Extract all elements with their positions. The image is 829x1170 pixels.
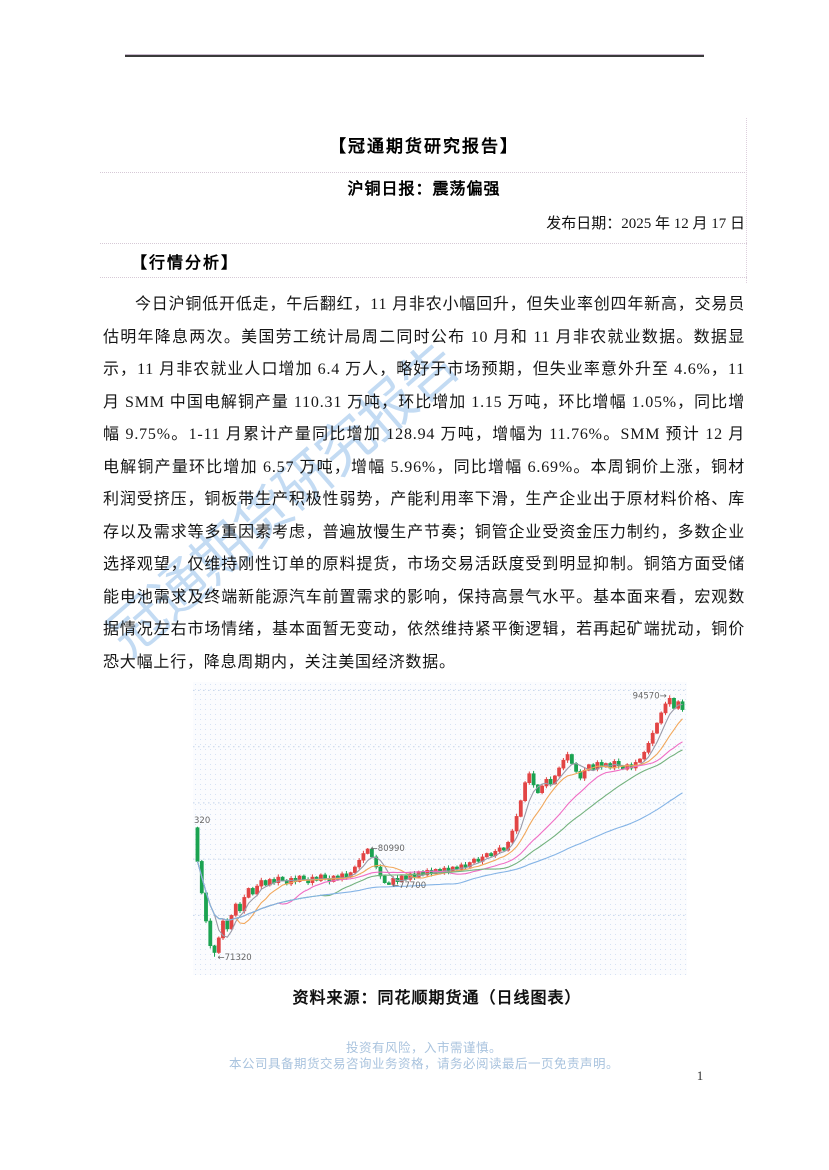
text-boundary-rule [100,172,747,173]
page-number: 1 [696,1068,704,1083]
svg-text:94570→: 94570→ [633,691,667,701]
svg-text:320: 320 [194,816,210,826]
price-chart: 94570→ ←80990 ←77700 ←71320 320 [193,682,687,975]
svg-text:←77700: ←77700 [392,881,426,891]
chart-source-caption: 资料来源：同花顺期货通（日线图表） [292,990,582,1007]
candlestick-svg: 94570→ ←80990 ←77700 ←71320 320 [193,689,687,963]
text-boundary-rule [100,277,747,278]
risk-warning-line: 投资有风险，入市需谨慎。 [345,1041,502,1055]
report-title: 【冠通期货研究报告】 [329,137,519,156]
publish-date: 发布日期：2025 年 12 月 17 日 [546,216,745,232]
section-heading-market-analysis: 【行情分析】 [131,255,240,272]
text-boundary-vrule [746,118,747,283]
analysis-paragraph: 今日沪铜低开低走，午后翻红，11 月非农小幅回升，但失业率创四年新高，交易员估明… [103,296,745,671]
top-divider-rule [125,54,704,57]
text-boundary-rule [100,243,747,244]
svg-text:←80990: ←80990 [371,844,405,854]
svg-text:←71320: ←71320 [218,953,252,963]
report-subtitle: 沪铜日报：震荡偏强 [347,181,501,198]
disclaimer-line: 本公司具备期货交易咨询业务资格，请务必阅读最后一页免责声明。 [228,1057,619,1071]
